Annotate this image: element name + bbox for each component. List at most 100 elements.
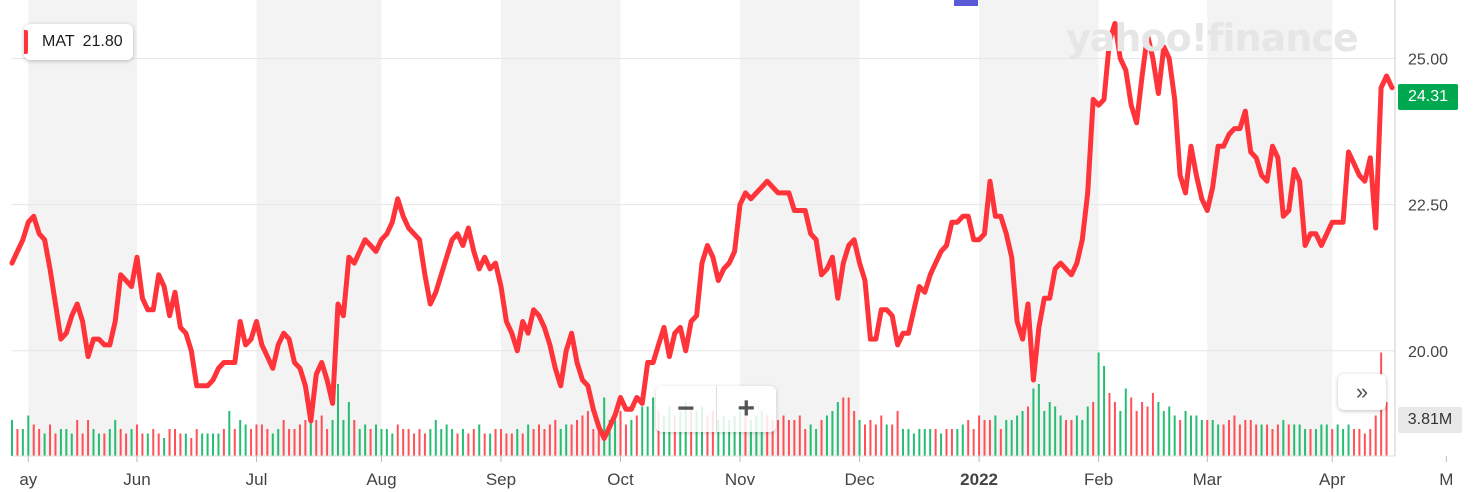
volume-bar [21,429,24,456]
volume-bar [652,397,655,456]
volume-bar [825,415,828,456]
volume-bar [614,415,617,456]
volume-bar [168,429,171,456]
volume-bar [869,420,872,456]
volume-bar [146,433,149,456]
volume-bar [1200,420,1203,456]
volume-bar [967,420,970,456]
volume-bar [1363,433,1366,456]
volume-bar [1021,411,1024,456]
volume-bar [16,429,19,456]
volume-bar [619,411,622,456]
volume-bar [548,424,551,456]
volume-bar [1026,406,1029,456]
volume-bar [244,424,247,456]
volume-bar [853,411,856,456]
volume-bar [782,415,785,456]
month-band [979,0,1099,456]
volume-bar [950,429,953,456]
volume-bar [907,429,910,456]
legend-value: 21.80 [82,33,123,50]
volume-bar [1070,420,1073,456]
volume-bar [1352,429,1355,456]
volume-bar [999,429,1002,456]
volume-bar [961,424,964,456]
volume-bar [858,420,861,456]
volume-bar [798,415,801,456]
volume-bar [766,415,769,456]
volume-bar [445,424,448,456]
volume-bar [929,429,932,456]
zoom-controls: − + [656,386,776,432]
volume-bar [1151,393,1154,456]
volume-bar [92,429,95,456]
volume-bar [880,415,883,456]
volume-bar [1108,393,1111,456]
volume-bar [179,433,182,456]
volume-bar [934,429,937,456]
volume-bar [173,429,176,456]
volume-bar [11,420,13,456]
volume-bar [212,433,215,456]
volume-bar [1309,429,1312,456]
volume-bar [1211,420,1214,456]
volume-bar [38,429,41,456]
volume-bar [1244,420,1247,456]
volume-bar [1271,429,1274,456]
volume-bar [114,420,117,456]
volume-bar [184,433,187,456]
x-tick-label: Jul [246,470,268,489]
volume-bar [760,411,763,456]
volume-bar [1043,411,1046,456]
volume-bar [1222,424,1225,456]
volume-bar [97,433,100,456]
volume-bar [733,415,736,456]
volume-bar [831,411,834,456]
volume-bar [1135,411,1138,456]
volume-bar [1298,424,1301,456]
volume-bar [1217,424,1220,456]
volume-bar [309,411,312,456]
volume-bar [347,402,350,456]
volume-bar [326,429,329,456]
volume-bar [190,438,193,456]
volume-bar [364,424,367,456]
volume-bar [222,429,225,456]
volume-bar [233,429,236,456]
x-tick-label: Apr [1319,470,1346,489]
volume-bar [532,429,535,456]
zoom-out-button[interactable]: − [656,386,717,432]
volume-bar [108,429,111,456]
volume-bar [874,424,877,456]
volume-bar [510,433,513,456]
x-tick-label: Dec [844,470,875,489]
volume-bar [842,397,845,456]
scroll-right-button[interactable]: » [1338,374,1386,410]
volume-bar [266,429,269,456]
volume-bar [1059,415,1062,456]
volume-bar [239,420,242,456]
volume-bar [1255,424,1258,456]
volume-bar [423,433,426,456]
volume-bar [65,429,68,456]
volume-bars [11,352,1388,456]
legend[interactable]: MAT 21.80 [24,24,133,60]
volume-bar [1249,420,1252,456]
volume-bar [70,433,73,456]
volume-bar [54,433,57,456]
volume-bar [1010,420,1013,456]
volume-bar [1086,406,1089,456]
y-axis-ticks: 25.00 22.50 20.00 [1408,51,1448,360]
volume-bar [163,438,166,456]
volume-bar [277,429,280,456]
volume-bar [298,424,301,456]
volume-bar [1331,429,1334,456]
zoom-in-button[interactable]: + [737,392,756,425]
volume-bar [1260,424,1263,456]
volume-bar [157,433,160,456]
volume-bar [49,424,52,456]
month-bands [28,0,1333,456]
volume-bar [597,424,600,456]
y-tick-label: 25.00 [1408,51,1448,68]
